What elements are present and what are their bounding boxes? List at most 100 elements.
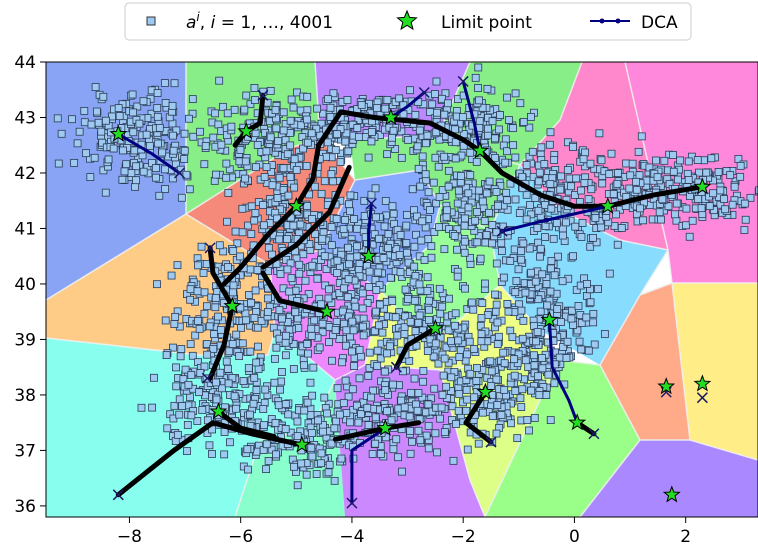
sample-point — [594, 284, 602, 293]
sample-point — [251, 129, 260, 138]
sample-point — [153, 89, 162, 97]
sample-point — [353, 401, 361, 410]
sample-point — [517, 306, 526, 315]
sample-point — [535, 168, 544, 177]
sample-point — [552, 219, 561, 227]
sample-point — [544, 370, 553, 379]
sample-point — [726, 171, 735, 180]
sample-point — [383, 96, 392, 104]
sample-point — [317, 449, 326, 458]
sample-point — [289, 365, 298, 373]
sample-point — [319, 228, 328, 237]
sample-point — [327, 439, 336, 448]
sample-point — [518, 385, 527, 394]
sample-point — [471, 216, 480, 225]
x-axis: −8 −6 −4 −2 0 2 — [117, 517, 691, 547]
sample-point — [283, 265, 292, 274]
sample-point — [275, 235, 284, 244]
sample-point — [244, 465, 252, 474]
sample-point — [359, 322, 367, 331]
sample-point — [187, 371, 196, 379]
sample-point — [372, 213, 380, 222]
sample-point — [200, 309, 209, 318]
sample-point — [470, 345, 479, 353]
sample-point — [115, 112, 124, 121]
sample-point — [516, 99, 525, 108]
sample-point — [421, 170, 430, 179]
sample-point — [219, 102, 227, 111]
sample-point — [605, 269, 614, 278]
sample-point — [707, 154, 716, 163]
start-x-marker — [201, 372, 213, 384]
sample-point — [170, 79, 179, 88]
sample-point — [469, 305, 478, 314]
sample-point — [522, 215, 531, 224]
sample-point — [451, 125, 459, 134]
sample-point — [410, 296, 419, 305]
sample-point — [253, 266, 262, 274]
sample-point — [247, 202, 256, 211]
sample-point — [306, 378, 315, 387]
sample-point — [150, 373, 158, 382]
sample-point — [517, 403, 526, 411]
sample-point — [352, 252, 361, 261]
sample-point — [424, 421, 433, 430]
sample-point — [133, 102, 142, 111]
sample-point — [746, 193, 755, 202]
sample-point — [694, 195, 703, 203]
sample-point — [222, 131, 231, 140]
sample-point — [569, 252, 577, 261]
sample-point — [281, 425, 290, 433]
sample-point — [249, 399, 258, 408]
sample-point — [533, 328, 542, 336]
sample-point — [472, 364, 481, 372]
sample-point — [173, 430, 182, 439]
sample-point — [99, 92, 108, 101]
sample-point — [577, 345, 586, 354]
sample-point — [318, 328, 327, 337]
sample-point — [431, 90, 439, 98]
sample-point — [281, 400, 290, 409]
sample-point — [247, 230, 256, 238]
limit-point-star — [292, 435, 311, 453]
x-tick-label: 2 — [680, 527, 691, 547]
sample-point — [424, 188, 433, 197]
start-x-marker — [496, 225, 508, 237]
sample-point — [398, 467, 406, 476]
sample-point — [431, 153, 440, 162]
sample-point — [384, 244, 392, 252]
sample-point — [209, 133, 218, 142]
sample-point — [151, 173, 160, 182]
sample-point — [250, 313, 259, 322]
sample-point — [224, 263, 232, 272]
sample-point — [80, 118, 89, 127]
sample-point — [660, 156, 669, 165]
y-tick-label: 42 — [14, 164, 36, 184]
sample-point — [283, 150, 292, 159]
sample-point — [397, 153, 406, 162]
sample-point — [497, 411, 506, 419]
y-tick-label: 36 — [14, 497, 36, 517]
sample-point — [118, 175, 127, 184]
sample-point — [331, 326, 340, 334]
sample-point — [155, 123, 164, 132]
sample-point — [308, 261, 317, 270]
sample-point — [386, 273, 395, 282]
sample-point — [557, 318, 565, 326]
sample-point — [291, 308, 300, 317]
sample-point — [558, 277, 567, 286]
dca-trajectory — [338, 109, 705, 209]
sample-point — [534, 295, 543, 304]
sample-point — [582, 313, 591, 322]
sample-point — [279, 108, 288, 117]
sample-point — [693, 156, 702, 164]
sample-point — [401, 312, 410, 321]
limit-point-star — [657, 377, 676, 395]
sample-point — [338, 358, 347, 367]
sample-point — [339, 399, 348, 408]
sample-point — [491, 154, 499, 162]
sample-point — [453, 272, 462, 281]
sample-point — [410, 374, 419, 383]
sample-point — [354, 418, 363, 427]
sample-point — [172, 382, 181, 391]
